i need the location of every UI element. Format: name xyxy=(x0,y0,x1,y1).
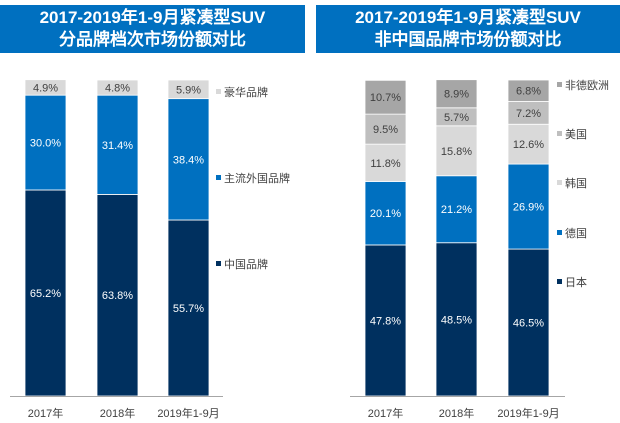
data-label: 21.2% xyxy=(441,204,472,216)
legend-swatch xyxy=(557,180,562,185)
bar-segment xyxy=(96,94,139,195)
right-title-line-1: 2017-2019年1-9月紧凑型SUV xyxy=(355,8,581,27)
bar-segment xyxy=(507,163,550,250)
bar-segment xyxy=(435,79,478,109)
legend-label: 韩国 xyxy=(565,176,587,190)
data-label: 11.8% xyxy=(370,158,401,170)
legend-label: 非德欧洲 xyxy=(565,78,609,92)
bar-segment xyxy=(24,94,67,191)
data-label: 48.5% xyxy=(441,314,472,326)
bar-segment xyxy=(364,143,407,182)
data-label: 8.9% xyxy=(444,89,469,101)
legend-swatch xyxy=(216,89,221,94)
legend-swatch xyxy=(557,230,562,235)
right-chart-title: 2017-2019年1-9月紧凑型SUV 非中国品牌市场份额对比 xyxy=(316,5,620,53)
legend-swatch xyxy=(216,261,221,266)
x-tick-label: 2017年 xyxy=(28,406,63,420)
bar-segment xyxy=(507,79,550,102)
bar-segment xyxy=(96,193,139,397)
legend-label: 日本 xyxy=(565,275,587,289)
left-title-line-1: 2017-2019年1-9月紧凑型SUV xyxy=(39,8,266,27)
bar-segment xyxy=(167,219,210,397)
x-tick-label: 2018年 xyxy=(100,406,135,420)
data-label: 9.5% xyxy=(373,124,398,136)
legend-label: 主流外国品牌 xyxy=(224,171,290,185)
data-label: 5.7% xyxy=(444,112,469,124)
data-label: 31.4% xyxy=(102,140,133,152)
data-label: 26.9% xyxy=(513,202,544,214)
bar-segment xyxy=(507,123,550,165)
bar-segment xyxy=(24,79,67,96)
x-tick-label: 2019年1-9月 xyxy=(497,406,559,420)
data-label: 38.4% xyxy=(173,154,204,166)
data-label: 4.8% xyxy=(105,83,130,95)
legend-label: 中国品牌 xyxy=(224,257,268,271)
legend-swatch xyxy=(557,279,562,284)
data-label: 20.1% xyxy=(370,208,401,220)
legend-label: 德国 xyxy=(565,226,587,240)
x-tick-label: 2017年 xyxy=(368,406,403,420)
legend-label: 豪华品牌 xyxy=(224,85,268,99)
bar-segment xyxy=(24,189,67,397)
bar-segment xyxy=(364,113,407,145)
data-label: 46.5% xyxy=(513,318,544,330)
right-title-line-2: 非中国品牌市场份额对比 xyxy=(374,30,562,49)
bar-segment xyxy=(364,79,407,115)
data-label: 47.8% xyxy=(370,315,401,327)
legend-label: 美国 xyxy=(565,128,587,141)
left-title-line-2: 分品牌档次市场份额对比 xyxy=(59,30,246,49)
x-tick-label: 2018年 xyxy=(439,406,474,420)
bar-segment xyxy=(364,181,407,246)
bar-segment xyxy=(364,244,407,397)
left-chart-title: 2017-2019年1-9月紧凑型SUV 分品牌档次市场份额对比 xyxy=(0,5,305,53)
data-label: 30.0% xyxy=(30,138,61,150)
data-label: 6.8% xyxy=(516,86,541,98)
bar-segment xyxy=(96,79,139,96)
x-tick-label: 2019年1-9月 xyxy=(157,406,219,420)
legend-swatch xyxy=(557,82,562,87)
data-label: 7.2% xyxy=(516,108,541,120)
data-label: 65.2% xyxy=(30,288,61,300)
data-label: 15.8% xyxy=(441,146,472,158)
legend-swatch xyxy=(557,131,562,136)
data-label: 10.7% xyxy=(370,92,401,104)
data-label: 5.9% xyxy=(176,84,201,96)
bar-segment xyxy=(435,175,478,244)
bar-segment xyxy=(167,98,210,221)
data-label: 12.6% xyxy=(513,139,544,151)
data-label: 55.7% xyxy=(173,303,204,315)
data-label: 4.9% xyxy=(33,82,58,94)
bar-segment xyxy=(167,79,210,100)
bar-segment xyxy=(507,248,550,397)
bar-segment xyxy=(435,242,478,397)
legend-swatch xyxy=(216,175,221,180)
data-label: 63.8% xyxy=(102,290,133,302)
